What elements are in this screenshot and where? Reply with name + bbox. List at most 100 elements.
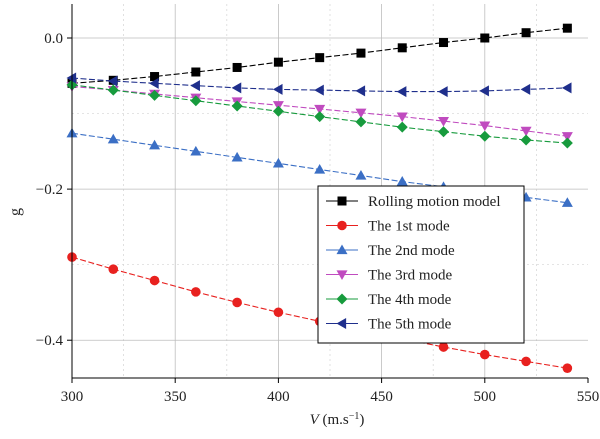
legend-marker: [336, 270, 348, 280]
data-point: [107, 75, 118, 87]
data-point: [520, 126, 532, 137]
data-point: [438, 116, 450, 127]
data-point: [273, 57, 283, 67]
data-point: [438, 126, 450, 138]
data-point: [150, 72, 160, 82]
x-tick-label: 300: [61, 389, 84, 405]
data-point: [232, 297, 242, 308]
legend-item: The 2nd mode: [326, 243, 455, 259]
data-point: [190, 80, 200, 92]
data-point: [561, 197, 573, 207]
data-point: [356, 48, 366, 58]
legend-marker: [337, 220, 347, 231]
data-point: [355, 116, 367, 128]
x-tick-label: 400: [267, 389, 290, 405]
legend-label: The 5th mode: [368, 317, 452, 333]
legend: Rolling motion model The 1st mode The 2nd …: [317, 185, 525, 344]
data-point: [480, 33, 490, 43]
legend-item: The 5th mode: [326, 317, 452, 333]
data-point: [315, 53, 325, 63]
data-point: [520, 83, 531, 95]
x-tick-label: 500: [474, 389, 497, 405]
data-point: [561, 132, 573, 142]
data-point: [149, 139, 161, 150]
series-5: [66, 79, 573, 149]
data-point: [272, 105, 284, 117]
data-point: [231, 82, 242, 94]
x-tick-label: 550: [577, 389, 600, 405]
data-point: [397, 43, 407, 53]
data-point: [232, 62, 242, 72]
plot-series: [66, 23, 573, 373]
data-point: [190, 95, 202, 107]
x-axis-label: V (m.s−1): [310, 411, 365, 429]
legend-item: The 1st mode: [326, 219, 450, 235]
data-point: [314, 104, 326, 115]
legend-label: The 1st mode: [368, 219, 450, 235]
data-point: [108, 264, 119, 275]
data-point: [561, 137, 573, 149]
data-point: [190, 145, 202, 156]
legend-marker: [337, 196, 347, 206]
data-point: [314, 111, 326, 123]
data-point: [149, 275, 160, 286]
data-point: [479, 121, 491, 132]
legend-label: The 3rd mode: [368, 268, 452, 284]
legend-box: [317, 185, 525, 344]
data-point: [396, 86, 407, 98]
data-point: [107, 133, 119, 144]
legend-label: Rolling motion model: [368, 194, 501, 210]
data-point: [439, 38, 449, 48]
y-tick-label: −0.2: [36, 182, 63, 198]
legend-item: The 3rd mode: [326, 268, 452, 284]
legend-marker: [336, 244, 348, 255]
data-point: [521, 356, 531, 367]
legend-item: Rolling motion model: [326, 194, 501, 210]
legend-label: The 4th mode: [368, 292, 452, 308]
data-point: [272, 83, 283, 95]
tick-labels: 300 350 400 450 500 550 0.0 −0.2 −0.4: [36, 31, 599, 405]
data-point: [396, 112, 408, 123]
data-point: [561, 82, 572, 94]
data-point: [107, 84, 119, 96]
series-6: [66, 72, 572, 98]
data-point: [231, 100, 243, 112]
data-point: [355, 108, 367, 119]
y-tick-label: −0.4: [36, 333, 64, 349]
legend-label: The 2nd mode: [368, 243, 455, 259]
data-point: [396, 121, 408, 133]
data-point: [314, 84, 324, 96]
legend-marker: [336, 318, 347, 329]
data-point: [191, 287, 201, 297]
legend-marker: [336, 293, 348, 305]
data-point: [355, 85, 366, 97]
y-axis-label: g: [7, 208, 24, 216]
x-tick-label: 450: [370, 389, 393, 405]
data-point: [396, 176, 408, 186]
data-point: [438, 342, 449, 352]
y-tick-label: 0.0: [44, 31, 63, 47]
data-point: [191, 67, 201, 77]
data-point: [149, 77, 159, 89]
series-1: [67, 23, 572, 88]
data-point: [562, 363, 573, 373]
data-point: [355, 170, 367, 180]
legend-item: The 4th mode: [326, 292, 452, 308]
data-point: [149, 89, 161, 101]
data-point: [480, 349, 490, 360]
series-4: [66, 82, 573, 142]
x-tick-label: 350: [164, 389, 187, 405]
axes: [67, 4, 589, 383]
data-point: [314, 163, 326, 174]
data-point: [231, 151, 243, 162]
data-point: [438, 86, 448, 98]
data-point: [562, 23, 572, 33]
data-point: [272, 157, 284, 168]
data-point: [66, 72, 77, 84]
data-point: [479, 85, 489, 97]
data-point: [273, 307, 284, 318]
data-point: [521, 28, 531, 38]
data-point: [479, 130, 491, 142]
